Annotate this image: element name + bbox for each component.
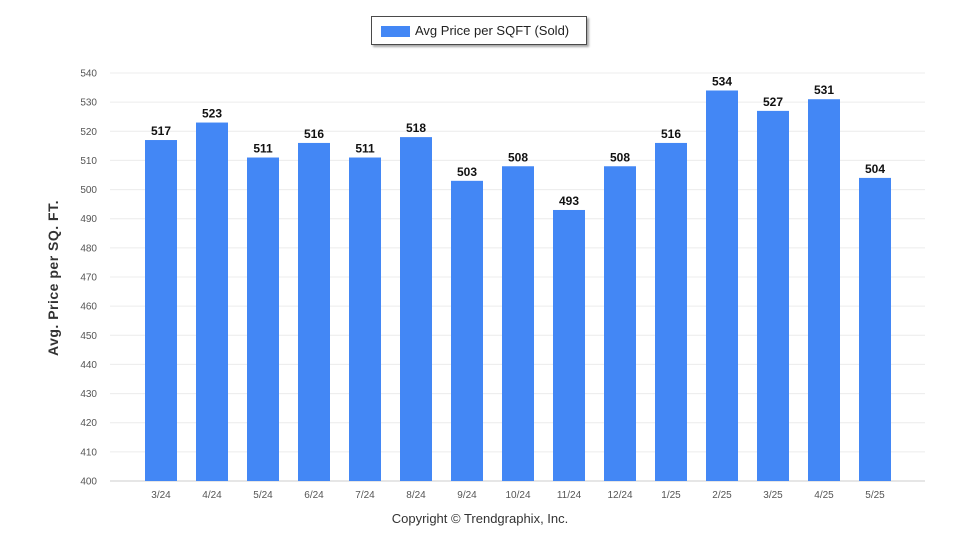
bar (706, 90, 738, 481)
y-tick-label: 540 (80, 69, 97, 80)
y-tick-label: 440 (80, 360, 97, 371)
y-tick-label: 530 (80, 98, 97, 109)
bar (196, 122, 228, 482)
x-tick-label: 2/25 (712, 490, 732, 501)
x-tick-label: 3/25 (763, 490, 783, 501)
x-tick-label: 4/25 (814, 490, 834, 501)
x-tick-label: 9/24 (457, 490, 477, 501)
data-label: 534 (712, 74, 732, 88)
bar (604, 166, 636, 481)
y-axis-label: Avg. Price per SQ. FT. (45, 200, 61, 356)
y-tick-label: 470 (80, 273, 97, 284)
data-labels: 517 523 511 516 511 518 503 508 493 508 516 534 527 5… (151, 74, 885, 207)
bar (757, 110, 789, 481)
data-label: 503 (457, 165, 477, 179)
y-tick-label: 510 (80, 156, 97, 167)
data-label: 508 (610, 150, 630, 164)
legend: Avg Price per SQFT (Sold) (371, 16, 587, 45)
y-tick-label: 480 (80, 243, 97, 254)
x-tick-label: 10/24 (505, 490, 530, 501)
x-tick-label: 5/24 (253, 490, 273, 501)
y-tick-label: 490 (80, 214, 97, 225)
data-label: 516 (304, 127, 324, 141)
x-tick-label: 8/24 (406, 490, 426, 501)
bar (451, 180, 483, 482)
data-label: 531 (814, 83, 834, 97)
bars (145, 90, 891, 482)
data-label: 504 (865, 162, 885, 176)
bar (349, 157, 381, 481)
y-tick-label: 460 (80, 302, 97, 313)
x-tick-label: 3/24 (151, 490, 171, 501)
data-label: 511 (253, 142, 273, 156)
x-tick-label: 12/24 (607, 490, 632, 501)
copyright-footer: Copyright © Trendgraphix, Inc. (391, 511, 569, 526)
y-axis-ticks: 400 410 420 430 440 450 460 470 480 490 500 510 520 5… (80, 69, 97, 488)
x-axis-ticks: 3/24 4/24 5/24 6/24 7/24 8/24 9/24 10/24 11/24 12… (151, 490, 885, 501)
data-label: 518 (406, 121, 426, 135)
bar (247, 157, 279, 481)
x-tick-label: 1/25 (661, 490, 681, 501)
x-tick-label: 11/24 (557, 490, 582, 501)
x-tick-label: 7/24 (355, 490, 375, 501)
bar (298, 142, 330, 481)
legend-label: Avg Price per SQFT (Sold) (415, 23, 570, 38)
x-tick-label: 6/24 (304, 490, 324, 501)
y-tick-label: 420 (80, 418, 97, 429)
y-tick-label: 500 (80, 185, 97, 196)
y-tick-label: 450 (80, 331, 97, 342)
data-label: 511 (355, 142, 375, 156)
bar (655, 142, 687, 481)
y-tick-label: 520 (80, 127, 97, 138)
bar (145, 140, 177, 481)
data-label: 523 (202, 107, 222, 121)
data-label: 527 (763, 95, 783, 109)
y-tick-label: 430 (80, 389, 97, 400)
bar (502, 166, 534, 481)
bar (400, 137, 432, 481)
bar (808, 99, 840, 481)
legend-swatch (381, 26, 410, 37)
x-tick-label: 4/24 (202, 490, 222, 501)
y-tick-label: 400 (80, 477, 97, 488)
data-label: 508 (508, 150, 528, 164)
data-label: 517 (151, 124, 171, 138)
data-label: 493 (559, 194, 579, 208)
data-label: 516 (661, 127, 681, 141)
x-tick-label: 5/25 (865, 490, 885, 501)
bar (859, 177, 891, 481)
bar (553, 209, 585, 481)
y-tick-label: 410 (80, 447, 97, 458)
